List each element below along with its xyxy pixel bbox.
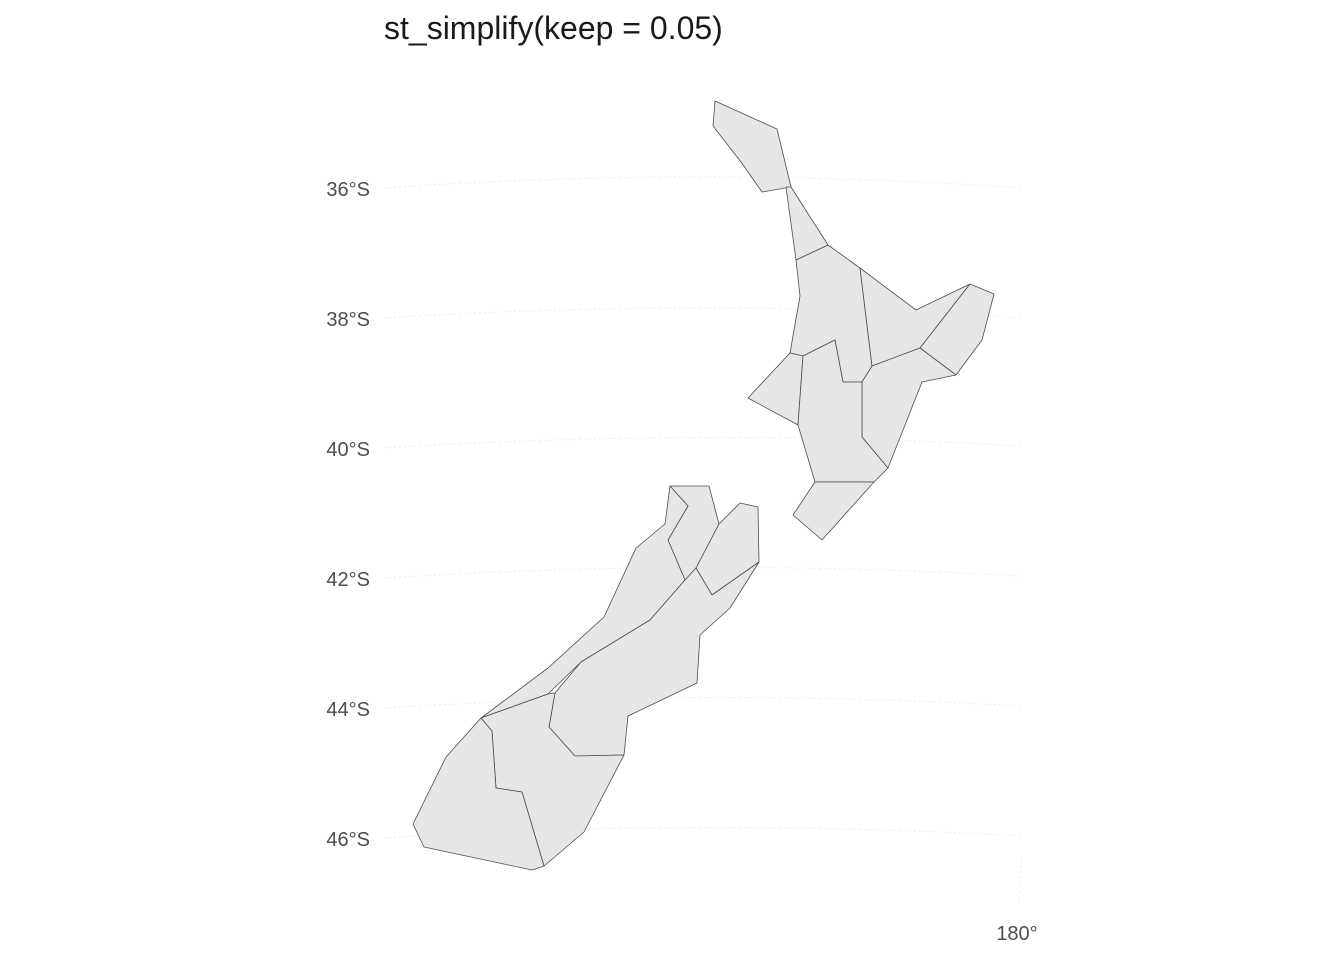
region-northland — [712, 100, 792, 193]
plot-title: st_simplify(keep = 0.05) — [384, 10, 723, 46]
graticule-40s — [383, 436, 1023, 449]
lat-label-42s: 42°S — [326, 569, 370, 591]
graticule — [383, 176, 1023, 906]
lat-label-38s: 38°S — [326, 309, 370, 331]
region-taranaki — [747, 352, 804, 426]
lat-label-36s: 36°S — [326, 179, 370, 201]
latitude-axis: 36°S 38°S 40°S 42°S 44°S 46°S — [326, 179, 370, 851]
lat-label-40s: 40°S — [326, 439, 370, 461]
region-southland — [412, 717, 545, 871]
region-manawatu-whanganui — [797, 339, 889, 483]
region-gisborne — [919, 283, 995, 376]
north-island — [712, 100, 995, 541]
lat-label-44s: 44°S — [326, 699, 370, 721]
lon-label-180: 180° — [996, 923, 1037, 945]
lat-label-46s: 46°S — [326, 829, 370, 851]
region-wellington — [792, 481, 875, 541]
region-hawkes-bay — [861, 347, 957, 469]
graticule-180 — [1018, 855, 1023, 906]
south-island — [412, 485, 760, 871]
longitude-axis: 180° — [996, 923, 1037, 945]
graticule-36s — [383, 176, 1023, 189]
region-canterbury — [548, 561, 760, 757]
graticule-44s — [383, 696, 1023, 709]
